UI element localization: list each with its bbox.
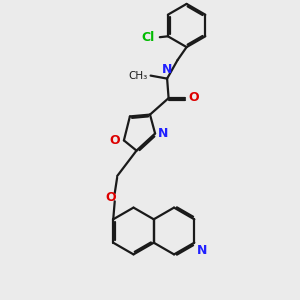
Text: O: O bbox=[110, 134, 120, 147]
Text: O: O bbox=[106, 191, 116, 204]
Text: N: N bbox=[158, 127, 169, 140]
Text: O: O bbox=[188, 91, 199, 104]
Text: Cl: Cl bbox=[141, 31, 154, 44]
Text: N: N bbox=[162, 63, 172, 76]
Text: N: N bbox=[197, 244, 207, 257]
Text: CH₃: CH₃ bbox=[128, 70, 148, 81]
